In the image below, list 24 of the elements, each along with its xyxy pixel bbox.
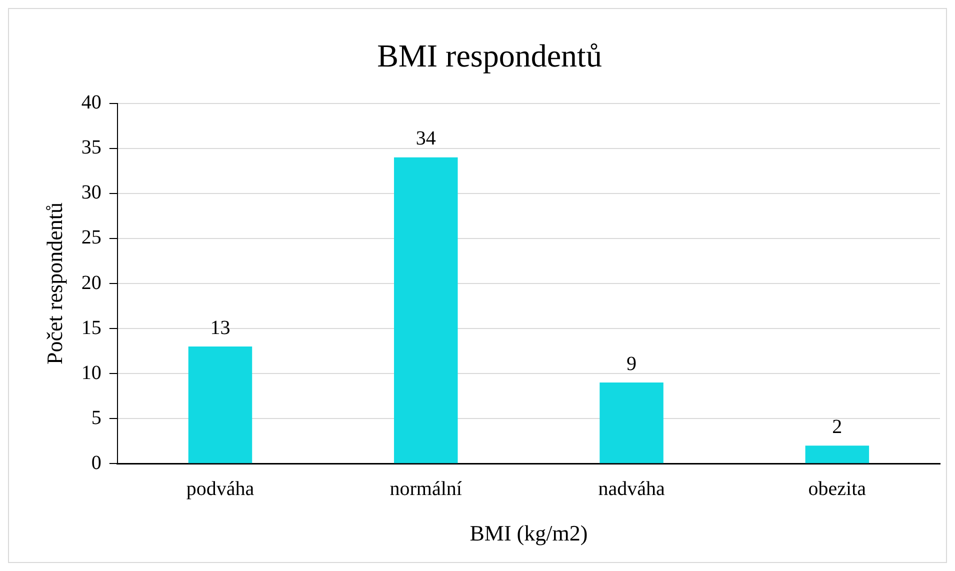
x-tick-label: normální (390, 478, 462, 500)
y-tick-label: 25 (81, 226, 102, 249)
y-tick-label: 5 (91, 406, 102, 429)
y-tick-label: 20 (81, 272, 102, 294)
data-label: 13 (210, 316, 230, 339)
data-label: 34 (416, 128, 436, 150)
x-tick-label: obezita (808, 478, 866, 500)
y-tick-label: 0 (91, 452, 102, 474)
x-axis-title: BMI (kg/m2) (470, 520, 588, 546)
chart-title: BMI respondentů (377, 38, 602, 74)
y-tick-label: 35 (81, 136, 102, 159)
x-tick-label: podváha (186, 478, 254, 500)
bar (600, 382, 664, 464)
y-tick-label: 15 (81, 316, 102, 339)
bar (188, 346, 252, 464)
bar (394, 157, 458, 464)
data-label: 9 (626, 352, 637, 375)
y-axis-title: Počet respondentů (42, 202, 67, 364)
y-tick-label: 30 (81, 182, 102, 204)
x-tick-label: nadváha (598, 478, 665, 500)
y-tick-label: 40 (81, 92, 102, 114)
y-tick-label: 10 (81, 362, 102, 384)
data-label: 2 (832, 416, 842, 438)
bar (805, 446, 870, 464)
